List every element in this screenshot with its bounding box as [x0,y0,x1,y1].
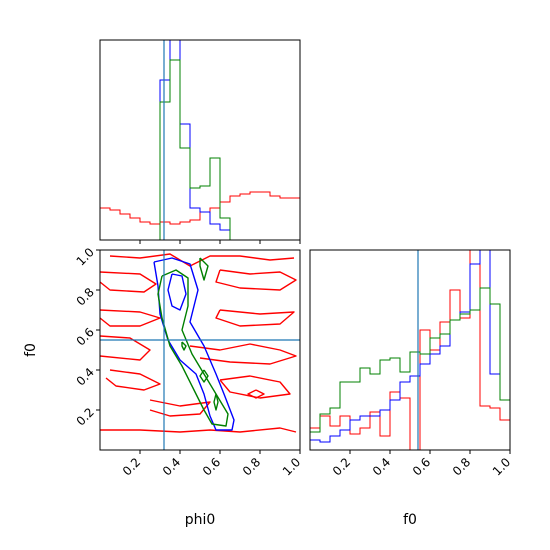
x-axis-label-f0: f0 [403,512,417,528]
contour-2-3 [213,393,219,411]
contour-2-1 [199,257,209,281]
f0-hist-series-1 [310,250,510,443]
contour-0-6 [189,343,297,365]
contour-xtick-label-4: 1.0 [280,455,303,478]
contour-frame [99,249,301,451]
contour-ytick-label-0: 0.2 [74,405,97,428]
phi0-hist-series-2 [100,59,300,240]
contour-0-2 [215,269,297,291]
phi0-hist-frame [99,39,301,241]
contour-2-0 [157,269,229,427]
contour-xtick-label-0: 0.2 [120,455,143,478]
contour-0-11 [247,389,265,399]
phi0-hist-series-0 [100,191,300,225]
contour-0-1 [100,271,157,293]
contour-2-4 [181,341,187,351]
phi0-hist-series-1 [100,40,300,240]
x-axis-label-phi0: phi0 [185,512,216,528]
contour-1-1 [167,273,187,311]
y-axis-label-f0: f0 [23,343,39,357]
contour-0-3 [100,309,161,327]
contour-ytick-label-1: 0.4 [74,365,97,388]
f0-hist-series-0 [310,250,510,450]
f0-hist-frame [309,249,511,451]
f0-hist-series-2 [310,287,510,433]
contour-0-5 [100,335,151,361]
phi0-histogram-panel [99,39,301,244]
contour-xtick-label-2: 0.6 [200,455,223,478]
contour-2-2 [199,369,209,383]
contour-0-9 [149,399,211,417]
contour-ytick-label-4: 1.0 [74,245,97,268]
contour-xtick-label-3: 0.8 [240,455,263,478]
f0-hist-xtick-label-0: 0.2 [330,455,353,478]
f0-hist-xtick-label-1: 0.4 [370,455,393,478]
contour-ytick-label-2: 0.6 [74,325,97,348]
f0-hist-xtick-label-3: 0.8 [450,455,473,478]
phi0-f0-contour-panel: 0.2 0.4 0.6 0.8 1.0 0.2 0.4 0.6 0.8 1.0 [74,245,304,478]
f0-histogram-panel: 0.2 0.4 0.6 0.8 1.0 [309,249,513,478]
contour-ytick-label-3: 0.8 [74,285,97,308]
contour-0-7 [105,369,161,391]
f0-hist-xtick-label-2: 0.6 [410,455,433,478]
contour-0-10 [100,427,297,433]
f0-hist-xtick-label-4: 1.0 [490,455,513,478]
contour-xtick-label-1: 0.4 [160,455,183,478]
contour-0-4 [215,309,295,327]
contour-0-8 [219,375,291,399]
